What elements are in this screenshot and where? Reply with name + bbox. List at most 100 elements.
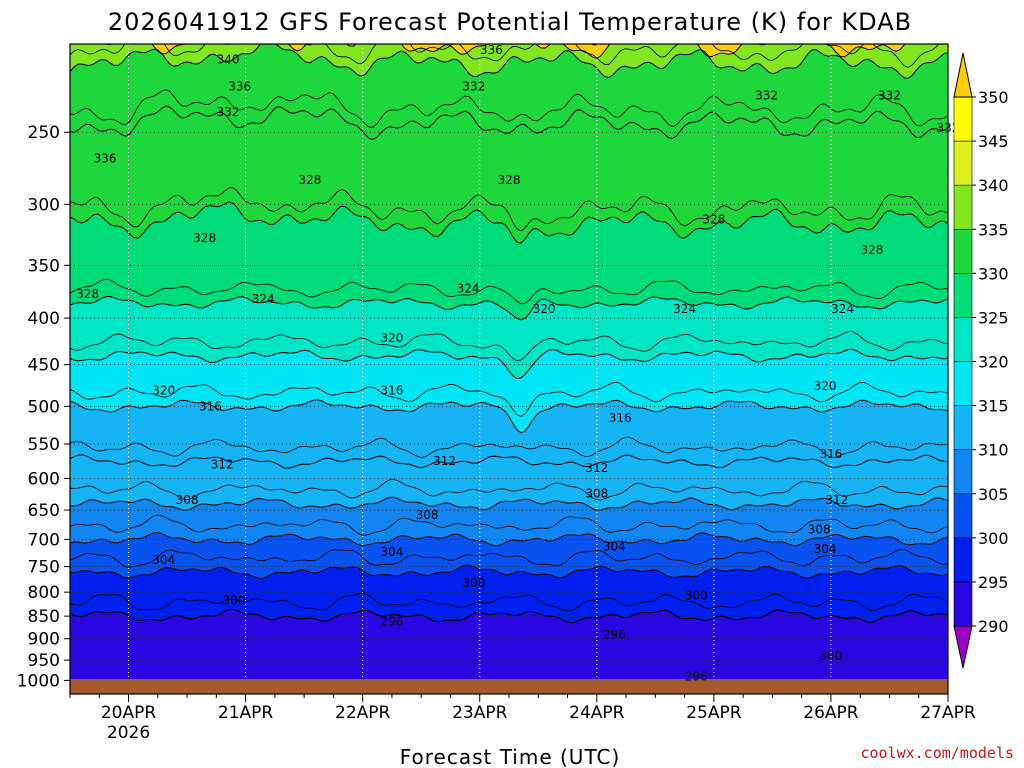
colorbar-swatch <box>953 96 973 142</box>
contour-aux-308 <box>70 478 948 501</box>
colorbar-label: 295 <box>978 573 1009 592</box>
x-tick-label: 25APR <box>686 703 742 723</box>
contour-label: 296 <box>685 669 708 683</box>
contour-label: 296 <box>380 614 403 628</box>
contour-aux-304 <box>70 514 948 536</box>
contour-aux-320 <box>70 331 948 362</box>
colorbar-label: 330 <box>978 264 1009 283</box>
contour-label: 320 <box>380 331 403 345</box>
colorbar-swatch <box>953 361 973 406</box>
contour-label: 304 <box>603 540 626 554</box>
y-tick-label: 950 <box>28 651 60 671</box>
contour-label: 296 <box>603 628 626 642</box>
band-295 <box>70 630 948 694</box>
contour-label: 320 <box>533 302 556 316</box>
contour-label: 336 <box>480 43 503 57</box>
colorbar-label: 315 <box>978 397 1009 416</box>
y-tick-label: 250 <box>28 123 60 143</box>
contour-label: 328 <box>76 287 99 301</box>
x-axis-label: Forecast Time (UTC) <box>400 745 621 768</box>
y-tick-label: 300 <box>28 195 60 215</box>
contour-label: 304 <box>152 553 175 567</box>
colorbar-swatch <box>953 449 973 495</box>
colorbar-swatch <box>953 493 973 539</box>
contour-aux-300 <box>70 548 948 568</box>
contour-label: 308 <box>585 487 608 501</box>
contour-label: 308 <box>416 508 439 522</box>
contour-label: 300 <box>222 593 245 607</box>
colorbar-swatch <box>953 537 973 583</box>
contour-label: 332 <box>878 88 901 102</box>
contour-aux-332 <box>70 89 948 128</box>
contour-label: 332 <box>217 105 240 119</box>
colorbar-swatch <box>953 184 973 230</box>
contour-label: 308 <box>176 493 199 507</box>
contour-label: 328 <box>193 231 216 245</box>
y-tick-label: 550 <box>28 435 60 455</box>
contour-label: 328 <box>860 243 883 257</box>
contour-296 <box>70 609 948 624</box>
colorbar-high-arrow <box>953 52 973 98</box>
colorbar-label: 300 <box>978 529 1009 548</box>
contour-label: 316 <box>819 447 842 461</box>
contour-label: 320 <box>152 383 175 397</box>
contour-328 <box>70 201 948 244</box>
contour-336 <box>70 44 948 79</box>
contour-aux-296 <box>70 593 948 612</box>
contour-316 <box>70 399 948 434</box>
contour-aux-312 <box>70 436 948 458</box>
contour-label: 312 <box>585 461 608 475</box>
contour-labels: 296 300 300 304 304 308 308 312 312 316 316 320 320 3… <box>76 43 959 684</box>
y-axis: 250 300 350 400 450 500 550 600 650 700 750 800 850 9… <box>17 123 70 691</box>
contour-lines <box>70 44 948 624</box>
contour-label: 328 <box>702 213 725 227</box>
contour-label: 328 <box>299 173 322 187</box>
contour-308 <box>70 496 948 511</box>
contour-label: 332 <box>755 88 778 102</box>
contour-label: 316 <box>199 399 222 413</box>
contour-aux-324 <box>70 278 948 305</box>
colorbar-label: 290 <box>978 617 1009 636</box>
potential-temperature-fill <box>70 44 948 694</box>
contour-label: 320 <box>814 379 837 393</box>
colorbar-label: 305 <box>978 485 1009 504</box>
x-tick-label: 21APR <box>218 703 274 723</box>
contour-aux-316 <box>70 381 948 417</box>
colorbar-swatch <box>953 273 973 318</box>
contour-332 <box>70 105 948 140</box>
contour-aux-328 <box>70 187 948 232</box>
contour-312 <box>70 454 948 469</box>
x-tick-label: 22APR <box>335 703 391 723</box>
colorbar-label: 320 <box>978 353 1009 372</box>
y-tick-label: 750 <box>28 558 60 578</box>
contour-300 <box>70 564 948 580</box>
y-tick-label: 600 <box>28 469 60 489</box>
contour-324 <box>70 295 948 321</box>
x-tick-label: 24APR <box>569 703 625 723</box>
contour-label: 312 <box>211 457 234 471</box>
contour-label: 340 <box>217 52 240 66</box>
contour-label: 312 <box>433 454 456 468</box>
colorbar-swatch <box>953 317 973 362</box>
x-year-label: 2026 <box>107 723 150 743</box>
contour-aux-336 <box>70 44 940 68</box>
colorbar-label: 350 <box>978 88 1009 107</box>
contour-label: 328 <box>498 173 521 187</box>
x-tick-label: 27APR <box>920 703 976 723</box>
contour-304 <box>70 531 948 547</box>
contour-label: 304 <box>814 542 837 556</box>
colorbar-swatch <box>953 140 973 186</box>
y-tick-label: 900 <box>28 630 60 650</box>
colorbar-label: 345 <box>978 132 1009 151</box>
contour-label: 324 <box>457 282 480 296</box>
colorbar-label: 335 <box>978 220 1009 239</box>
contour-320 <box>70 348 948 380</box>
x-tick-label: 26APR <box>803 703 859 723</box>
y-tick-label: 650 <box>28 501 60 521</box>
contour-label: 324 <box>831 302 854 316</box>
y-tick-label: 850 <box>28 607 60 627</box>
y-tick-label: 800 <box>28 583 60 603</box>
ground-strip <box>70 679 948 694</box>
contour-label: 336 <box>228 80 251 94</box>
